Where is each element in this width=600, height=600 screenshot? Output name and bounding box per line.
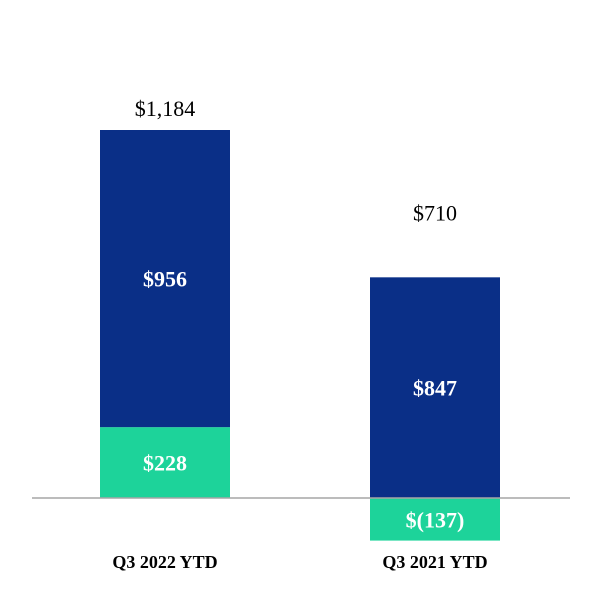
- segment-value-label: $(137): [406, 507, 465, 532]
- segment-value-label: $956: [143, 267, 187, 292]
- segment-value-label: $847: [413, 376, 457, 401]
- segment-value-label: $228: [143, 451, 187, 476]
- category-label: Q3 2022 YTD: [112, 552, 217, 572]
- bars-layer: [100, 130, 500, 541]
- labels-layer: $228 $956 $1,184 Q3 2022 YTD $(137) $847 $710 Q…: [112, 96, 487, 572]
- bar-segment-green-1: [100, 427, 230, 498]
- category-label: Q3 2021 YTD: [382, 552, 487, 572]
- bar-segment-dark-1: [100, 130, 230, 428]
- total-value-label: $1,184: [135, 96, 196, 121]
- bar-segment-dark-2: [370, 277, 500, 498]
- bar-segment-green-2: [370, 498, 500, 541]
- total-value-label: $710: [413, 201, 457, 226]
